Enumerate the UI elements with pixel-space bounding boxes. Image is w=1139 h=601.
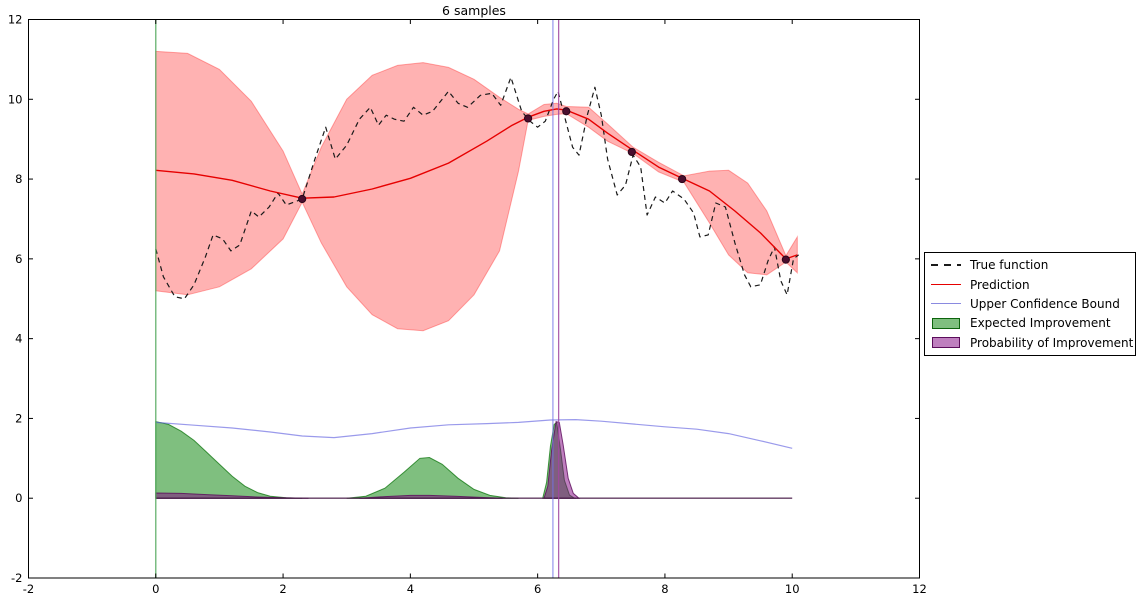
legend-upper-confidence-bound-label: Upper Confidence Bound [970,296,1120,311]
legend-expected-improvement: Expected Improvement [931,314,1129,332]
y-tick-label: 2 [15,411,22,425]
y-tick-label: 6 [15,252,22,266]
x-tick-label: 12 [912,582,927,596]
y-tick-label: 0 [15,491,22,505]
legend-true-function: True function [931,256,1129,274]
sample-points-marker [678,174,687,184]
y-tick-label: -2 [11,571,22,585]
sample-points-marker [523,114,533,123]
legend-upper-confidence-bound: Upper Confidence Bound [931,295,1129,313]
legend-prediction-label: Prediction [970,277,1030,292]
y-tick-label: 4 [15,332,22,346]
legend-true-function-swatch [931,264,961,267]
legend-prediction: Prediction [931,276,1129,294]
legend-expected-improvement-label: Expected Improvement [970,316,1111,331]
x-tick-label: 2 [279,582,286,596]
patch-swatch-glyph [932,337,960,349]
x-tick-label: 10 [785,582,800,596]
true-function [155,76,799,300]
y-tick-label: 12 [8,13,23,27]
sample-points-marker [627,147,636,157]
legend-prediction-swatch [931,284,961,286]
legend-true-function-label: True function [970,258,1049,273]
line-swatch-glyph [931,303,961,305]
y-tick-label: 8 [15,172,22,186]
chart-title: 6 samples [442,3,506,18]
x-tick-label: 8 [661,582,668,596]
x-tick-label: -2 [23,582,34,596]
x-tick-label: 0 [152,582,159,596]
sample-points-marker [562,107,571,116]
dash-swatch-glyph [931,264,961,267]
legend-expected-improvement-swatch [931,317,961,329]
expected-improvement-lobe-2 [346,456,519,499]
legend-probability-of-improvement-label: Probability of Improvement [970,335,1134,350]
legend-probability-of-improvement: Probability of Improvement [931,334,1133,352]
sample-points-marker [298,194,307,204]
legend-box: True function Prediction Upper Confidence … [924,252,1136,356]
patch-swatch-glyph [932,317,960,329]
confidence-band [155,50,798,332]
x-tick-label: 6 [534,582,541,596]
axes-frame [28,19,920,579]
sample-points-marker [781,255,790,264]
legend-probability-of-improvement-swatch [931,337,961,349]
legend-upper-confidence-bound-swatch [931,303,961,305]
y-tick-label: 10 [8,92,23,106]
series-layer [155,19,799,578]
line-swatch-glyph [931,284,961,286]
upper-confidence-bound [155,419,793,449]
axes-layer: -2 0 2 4 6 8 10 12 -2 0 2 4 6 8 10 12 [8,13,927,597]
x-tick-label: 4 [407,582,414,596]
